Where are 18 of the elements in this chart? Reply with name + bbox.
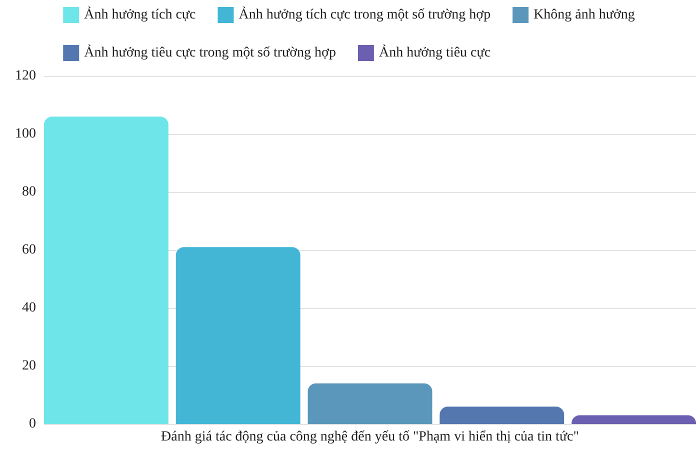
- legend-label: Ảnh hưởng tích cực trong một số trường hợp: [238, 6, 491, 22]
- bar: [572, 415, 696, 424]
- y-tick-label: 20: [22, 358, 36, 374]
- y-tick-label: 100: [15, 126, 36, 142]
- bar: [176, 247, 300, 424]
- x-tick-label: Đánh giá tác động của công nghệ đến yếu tố "Phạm vi hiển thị của tin tức": [161, 430, 579, 444]
- legend-label: Không ảnh hưởng: [534, 8, 635, 22]
- bar: [44, 116, 168, 424]
- legend-label: Ảnh hưởng tiêu cực: [378, 44, 491, 60]
- legend-label: Ảnh hưởng tiêu cực trong một số trường hợp: [84, 44, 336, 60]
- legend-label: Ảnh hưởng tích cực: [84, 6, 196, 22]
- y-tick-label: 40: [22, 300, 36, 316]
- bar: [308, 383, 432, 424]
- y-tick-label: 80: [22, 184, 36, 200]
- y-tick-label: 60: [22, 242, 36, 258]
- bar: [440, 406, 564, 424]
- y-tick-label: 120: [15, 68, 36, 84]
- y-tick-label: 0: [29, 416, 36, 432]
